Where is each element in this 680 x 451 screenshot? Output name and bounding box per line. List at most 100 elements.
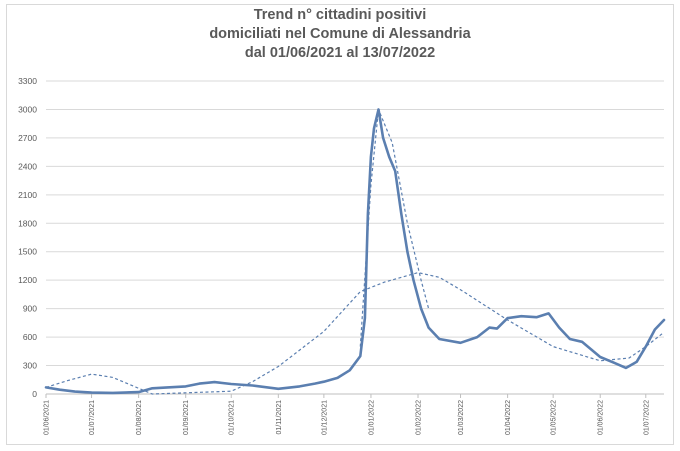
series-0-point (383, 137, 384, 138)
series-0-point (654, 329, 655, 330)
series-2-line (359, 109, 430, 347)
series-0-point (349, 370, 350, 371)
series-0-point (367, 213, 368, 214)
x-axis: 01/06/2021 01/07/2021 01/08/2021 01/09/2021… (44, 393, 664, 435)
series-0-point (421, 308, 422, 309)
series-0-point (439, 339, 440, 340)
series-0-point (413, 280, 414, 281)
x-tick-label: 01/06/2022 (598, 400, 605, 435)
series-2-point (360, 346, 361, 347)
series-0-point (395, 171, 396, 172)
series-0-point (600, 357, 601, 358)
series-0-line (44, 108, 666, 395)
series-layer (44, 108, 666, 395)
series-1-point (67, 380, 68, 381)
y-tick-label: 2700 (18, 133, 37, 143)
series-1-point (418, 272, 419, 273)
series-0-point (497, 328, 498, 329)
x-tick-label: 01/09/2021 (183, 400, 190, 435)
series-1-point (645, 346, 646, 347)
series-0-point (91, 392, 92, 393)
series-1-point (384, 282, 385, 283)
series-0-point (389, 156, 390, 157)
series-1-point (553, 346, 554, 347)
x-tick-label: 01/10/2021 (229, 400, 236, 435)
series-0-point (138, 392, 139, 393)
series-0-point (407, 251, 408, 252)
y-axis: 0 300 600 900 1200 1500 1800 2100 2400 2700 3000 33… (18, 76, 37, 399)
series-1-point (46, 387, 47, 388)
series-0-point (74, 391, 75, 392)
series-0-point (664, 320, 665, 321)
series-0-point (323, 381, 324, 382)
chart-title-line-3: dal 01/06/2021 al 13/07/2022 (244, 45, 436, 61)
series-0-point (374, 128, 375, 129)
series-2-point (370, 185, 371, 186)
series-0-point (613, 362, 614, 363)
series-0-point (299, 386, 300, 387)
series-1-point (664, 332, 665, 333)
series-1-point (91, 374, 92, 375)
series-0-point (460, 342, 461, 343)
x-tick-label: 01/07/2022 (643, 400, 650, 435)
series-0-point (548, 313, 549, 314)
series-0-point (364, 318, 365, 319)
series-0-point (199, 383, 200, 384)
series-0-point (636, 361, 637, 362)
series-0-point (477, 337, 478, 338)
y-tick-label: 0 (32, 389, 37, 399)
chart-title-line-1: Trend n° cittadini positivi (253, 7, 427, 23)
x-tick-label: 01/07/2021 (89, 400, 96, 435)
series-0-point (185, 386, 186, 387)
series-1-point (323, 331, 324, 332)
series-0-point (360, 356, 361, 357)
x-tick-label: 01/01/2022 (368, 400, 375, 435)
x-tick-label: 01/08/2021 (136, 400, 143, 435)
series-0-point (626, 367, 627, 368)
series-1-point (460, 289, 461, 290)
y-tick-label: 2400 (18, 161, 37, 171)
series-0-point (252, 385, 253, 386)
series-2-point (407, 223, 408, 224)
series-1-point (231, 391, 232, 392)
series-2-point (421, 280, 422, 281)
series-0-point (401, 213, 402, 214)
series-0-point (559, 327, 560, 328)
x-tick-label: 01/04/2022 (505, 400, 512, 435)
y-tick-label: 600 (23, 332, 37, 342)
y-tick-label: 900 (23, 304, 37, 314)
chart-title-line-2: domiciliati nel Comune di Alessandria (209, 26, 471, 42)
series-0-point (428, 327, 429, 328)
x-tick-label: 01/06/2021 (44, 400, 51, 435)
gridlines (46, 80, 664, 367)
series-1-point (152, 394, 153, 395)
y-tick-label: 2100 (18, 190, 37, 200)
y-tick-label: 300 (23, 361, 37, 371)
chart-frame (6, 4, 674, 445)
series-0-point (536, 317, 537, 318)
chart-title: Trend n° cittadini positivi domiciliati … (0, 6, 680, 63)
series-0-point (569, 339, 570, 340)
series-1-line (45, 271, 665, 395)
y-tick-label: 1800 (18, 218, 37, 228)
y-tick-label: 1200 (18, 275, 37, 285)
y-tick-label: 1500 (18, 247, 37, 257)
series-0-point (521, 316, 522, 317)
x-tick-label: 01/05/2022 (551, 400, 558, 435)
series-0-point (112, 392, 113, 393)
series-1-point (112, 377, 113, 378)
series-0-point (214, 382, 215, 383)
series-2-point (428, 308, 429, 309)
series-0-point (337, 377, 338, 378)
series-0-point (489, 327, 490, 328)
series-0-point (314, 383, 315, 384)
series-2-point (378, 109, 379, 110)
series-2-point (392, 142, 393, 143)
series-1-point (138, 388, 139, 389)
series-0-point (507, 318, 508, 319)
x-tick-label: 01/02/2022 (416, 400, 423, 435)
series-1-point (439, 277, 440, 278)
series-0-point (231, 384, 232, 385)
x-tick-label: 01/03/2022 (458, 400, 465, 435)
